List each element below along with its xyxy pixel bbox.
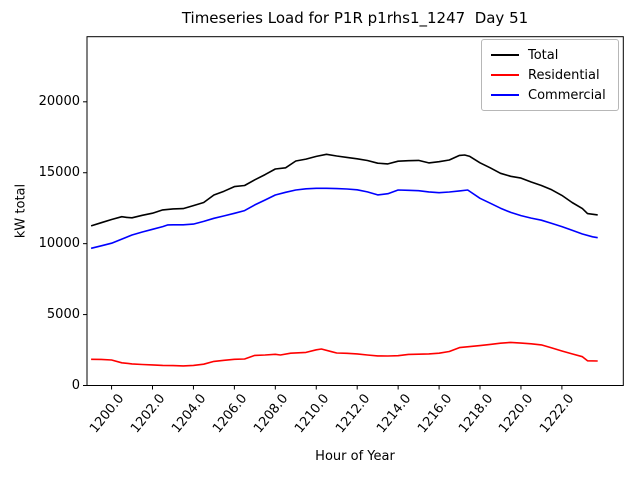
total-line-swatch (491, 54, 519, 56)
legend-label-total: Total (528, 47, 559, 63)
legend-label-commercial: Commercial (528, 87, 606, 103)
axes-spines (86, 36, 624, 386)
y-tick-label: 15000 (38, 164, 80, 180)
y-tick-label: 0 (71, 377, 80, 393)
series-line-residential (91, 341, 598, 367)
commercial-line-swatch (491, 94, 519, 96)
legend: Total Residential Commercial (481, 39, 619, 111)
y-tick-label: 10000 (38, 235, 80, 251)
chart-title: Timeseries Load for P1R p1rhs1_1247 Day … (181, 9, 529, 27)
y-tick-label: 5000 (46, 306, 80, 322)
legend-item-commercial: Commercial (491, 86, 610, 104)
legend-item-total: Total (491, 46, 610, 64)
residential-line-swatch (491, 74, 519, 76)
series-line-commercial (90, 187, 598, 250)
y-tick-label: 20000 (38, 93, 80, 109)
legend-label-residential: Residential (528, 67, 600, 83)
legend-item-residential: Residential (491, 66, 610, 84)
x-axis-label: Hour of Year (315, 449, 395, 464)
series-line-total (90, 153, 598, 227)
